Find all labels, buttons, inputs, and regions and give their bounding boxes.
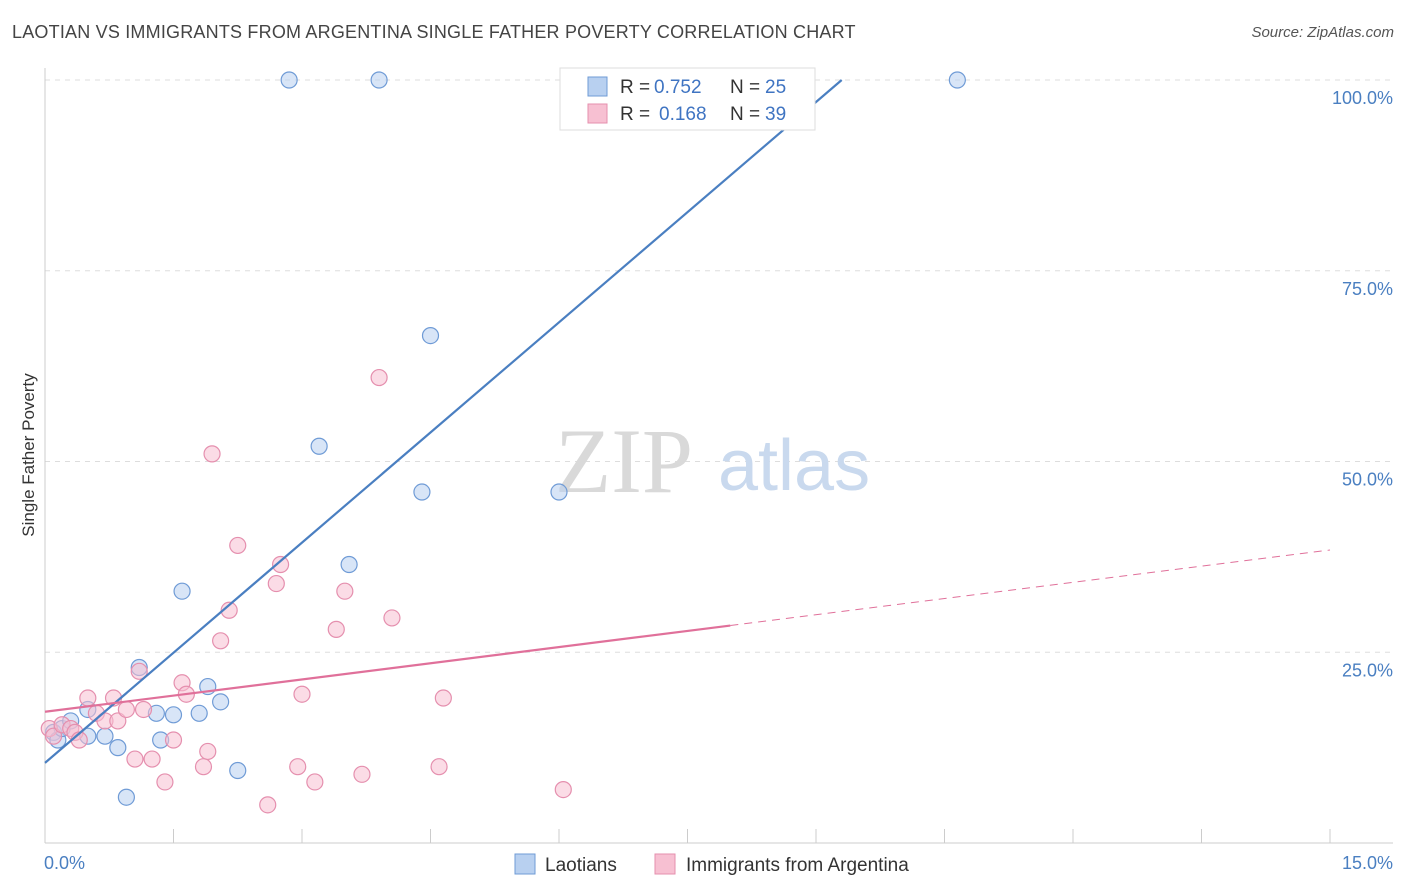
laotians-point-17 (229, 761, 247, 780)
argentina-trend-extension (730, 549, 1331, 627)
argentina-trend-line (44, 624, 731, 713)
x-tick-label-min: 0.0% (44, 853, 85, 873)
legend-n-value-2: 39 (765, 104, 786, 125)
laotians-point-25 (948, 71, 966, 89)
argentina-point-34 (353, 765, 371, 783)
argentina-point-14 (134, 700, 153, 719)
legend-swatch-laotians (587, 76, 608, 97)
data-points (40, 71, 966, 814)
bottom-legend-argentina: Immigrants from Argentina (686, 855, 909, 876)
argentina-point-32 (327, 620, 345, 638)
legend-swatch-argentina (587, 103, 608, 124)
gridlines (45, 79, 1393, 653)
laotians-trend-line (44, 79, 843, 764)
laotians-point-24 (550, 483, 568, 501)
axes (44, 68, 1393, 844)
argentina-point-31 (306, 773, 324, 791)
y-tick-label-0: 25.0% (1342, 660, 1393, 680)
stats-legend: R = 0.752 N = 25 R = 0.168 N = 39 (559, 67, 816, 131)
legend-r-label-2: R = (620, 104, 650, 125)
argentina-point-22 (203, 445, 221, 463)
argentina-point-25 (229, 536, 247, 555)
laotians-point-7 (109, 739, 127, 757)
argentina-point-27 (267, 574, 285, 593)
argentina-point-12 (126, 750, 144, 768)
laotians-point-19 (310, 437, 328, 455)
series-legend: Laotians Immigrants from Argentina (514, 853, 909, 876)
argentina-point-15 (143, 750, 161, 768)
laotians-point-6 (96, 727, 114, 745)
chart-title: LAOTIAN VS IMMIGRANTS FROM ARGENTINA SIN… (12, 22, 856, 42)
argentina-point-17 (164, 731, 183, 749)
y-tick-label-2: 75.0% (1342, 279, 1393, 299)
laotians-point-21 (370, 71, 388, 89)
laotians-point-16 (212, 693, 230, 711)
argentina-point-28 (271, 555, 290, 574)
argentina-point-16 (156, 773, 174, 791)
argentina-point-37 (430, 758, 448, 776)
y-tick-label-1: 50.0% (1342, 470, 1393, 490)
laotians-point-12 (164, 706, 183, 724)
argentina-point-26 (259, 796, 277, 814)
laotians-point-8 (117, 788, 135, 806)
argentina-point-30 (293, 685, 311, 703)
bottom-legend-swatch-laotians (514, 853, 536, 875)
argentina-point-21 (199, 742, 217, 761)
laotians-point-18 (280, 71, 298, 89)
argentina-point-20 (194, 758, 213, 776)
legend-n-value-1: 25 (765, 77, 786, 98)
argentina-point-29 (289, 758, 307, 776)
laotians-point-23 (421, 327, 440, 345)
argentina-point-1 (44, 727, 63, 745)
y-axis-label: Single Father Poverty (19, 373, 38, 537)
argentina-point-10 (109, 712, 127, 730)
laotians-point-20 (340, 555, 358, 574)
watermark-atlas: atlas (718, 426, 870, 506)
argentina-point-6 (79, 689, 97, 707)
argentina-point-11 (117, 700, 135, 719)
laotians-point-14 (190, 704, 208, 722)
legend-n-label-1: N = (730, 77, 760, 98)
watermark-zip: ZIP (555, 410, 693, 512)
legend-r-label-1: R = (620, 77, 650, 98)
bottom-legend-laotians: Laotians (545, 855, 617, 876)
argentina-point-23 (212, 632, 230, 650)
legend-n-label-2: N = (730, 104, 760, 125)
x-tick-label-max: 15.0% (1342, 853, 1393, 873)
argentina-point-13 (130, 662, 148, 680)
trend-lines (44, 79, 1331, 764)
argentina-point-38 (434, 689, 452, 707)
y-tick-label-3: 100.0% (1332, 88, 1393, 108)
legend-r-value-1: 0.752 (654, 77, 702, 98)
argentina-point-39 (554, 780, 572, 799)
argentina-point-35 (370, 368, 388, 387)
y-tick-labels: 25.0% 50.0% 75.0% 100.0% (1332, 88, 1393, 680)
argentina-point-24 (220, 601, 238, 619)
laotians-point-22 (413, 483, 431, 501)
argentina-point-33 (336, 582, 354, 600)
legend-r-value-2: 0.168 (659, 104, 707, 125)
laotians-point-13 (173, 582, 191, 600)
bottom-legend-swatch-argentina (654, 853, 676, 875)
argentina-point-36 (383, 609, 401, 627)
source-label: Source: ZipAtlas.com (1251, 24, 1394, 41)
